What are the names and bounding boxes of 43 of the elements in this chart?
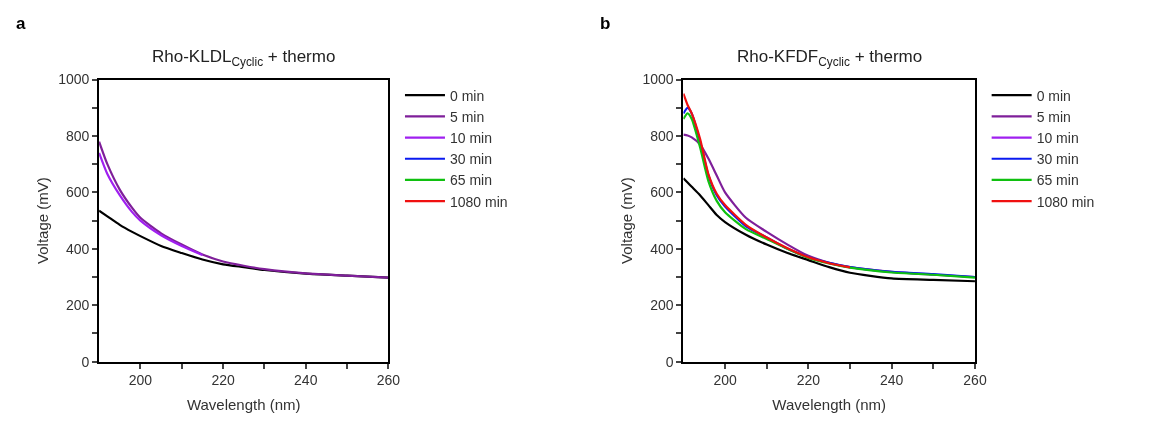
legend-label: 1080 min bbox=[449, 193, 508, 210]
legend-label: 5 min bbox=[449, 108, 485, 125]
y-tick-label: 600 bbox=[65, 184, 90, 201]
y-tick-label: 1000 bbox=[642, 71, 674, 88]
text: a bbox=[16, 14, 26, 33]
legend-label: 1080 min bbox=[1036, 193, 1095, 210]
y-tick-label: 600 bbox=[650, 184, 674, 201]
line-series bbox=[683, 92, 852, 269]
legend-label: 30 min bbox=[1036, 151, 1079, 168]
x-axis-title: Wavelength (nm) bbox=[772, 395, 887, 413]
legend-label: 65 min bbox=[449, 172, 492, 189]
text: b bbox=[600, 14, 611, 33]
y-tick-label: 200 bbox=[650, 297, 674, 314]
x-tick-label: 200 bbox=[713, 372, 737, 389]
y-tick-label: 400 bbox=[65, 240, 90, 257]
y-tick-label: 0 bbox=[81, 353, 90, 370]
x-tick-label: 260 bbox=[376, 372, 401, 389]
legend-label: 0 min bbox=[1036, 87, 1071, 104]
y-tick-label: 800 bbox=[65, 127, 90, 144]
x-tick-label: 240 bbox=[294, 372, 318, 389]
line-series bbox=[99, 140, 389, 279]
line-series bbox=[99, 151, 204, 257]
y-tick-label: 400 bbox=[650, 240, 674, 257]
x-tick-label: 220 bbox=[796, 372, 821, 389]
y-tick-label: 1000 bbox=[58, 71, 90, 88]
y-tick-label: 800 bbox=[650, 127, 674, 144]
chart-title: Rho-KLDL$_{Cyclic}$ + thermo bbox=[152, 47, 336, 69]
y-tick-label: 200 bbox=[65, 297, 90, 314]
legend-label: 30 min bbox=[449, 151, 492, 168]
legend-label: 65 min bbox=[1036, 172, 1079, 189]
legend-label: 5 min bbox=[1036, 108, 1071, 125]
x-tick-label: 260 bbox=[963, 372, 987, 389]
x-tick-label: 200 bbox=[128, 372, 153, 389]
legend-label: 10 min bbox=[449, 130, 492, 147]
x-tick-label: 220 bbox=[211, 372, 235, 389]
y-tick-label: 0 bbox=[665, 353, 674, 370]
x-axis-title: Wavelength (nm) bbox=[186, 395, 301, 413]
legend-label: 10 min bbox=[1036, 130, 1079, 147]
legend-label: 0 min bbox=[449, 87, 485, 104]
chart-title: Rho-KFDF$_{Cyclic}$ + thermo bbox=[737, 47, 923, 69]
y-axis-title: Voltage (mV) bbox=[33, 177, 51, 264]
y-axis-title: Voltage (mV) bbox=[618, 177, 636, 264]
x-tick-label: 240 bbox=[879, 372, 904, 389]
